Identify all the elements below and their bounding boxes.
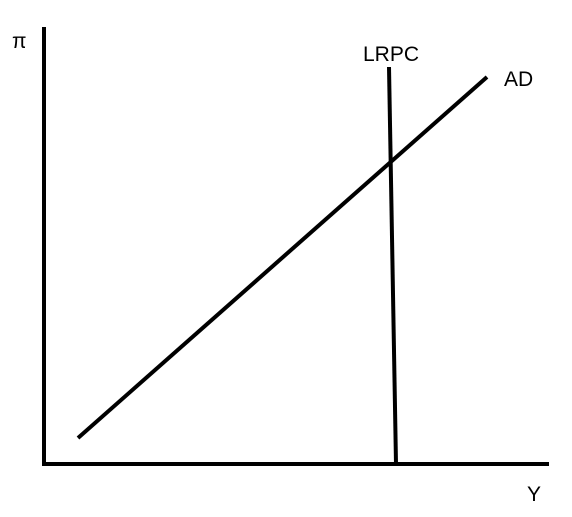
x-axis-label: Y [527, 484, 541, 505]
lrpc-curve [389, 67, 396, 464]
ad-label: AD [504, 69, 533, 90]
y-axis-label: π [12, 31, 27, 52]
ad-curve [78, 77, 487, 438]
lrpc-label: LRPC [363, 44, 419, 65]
